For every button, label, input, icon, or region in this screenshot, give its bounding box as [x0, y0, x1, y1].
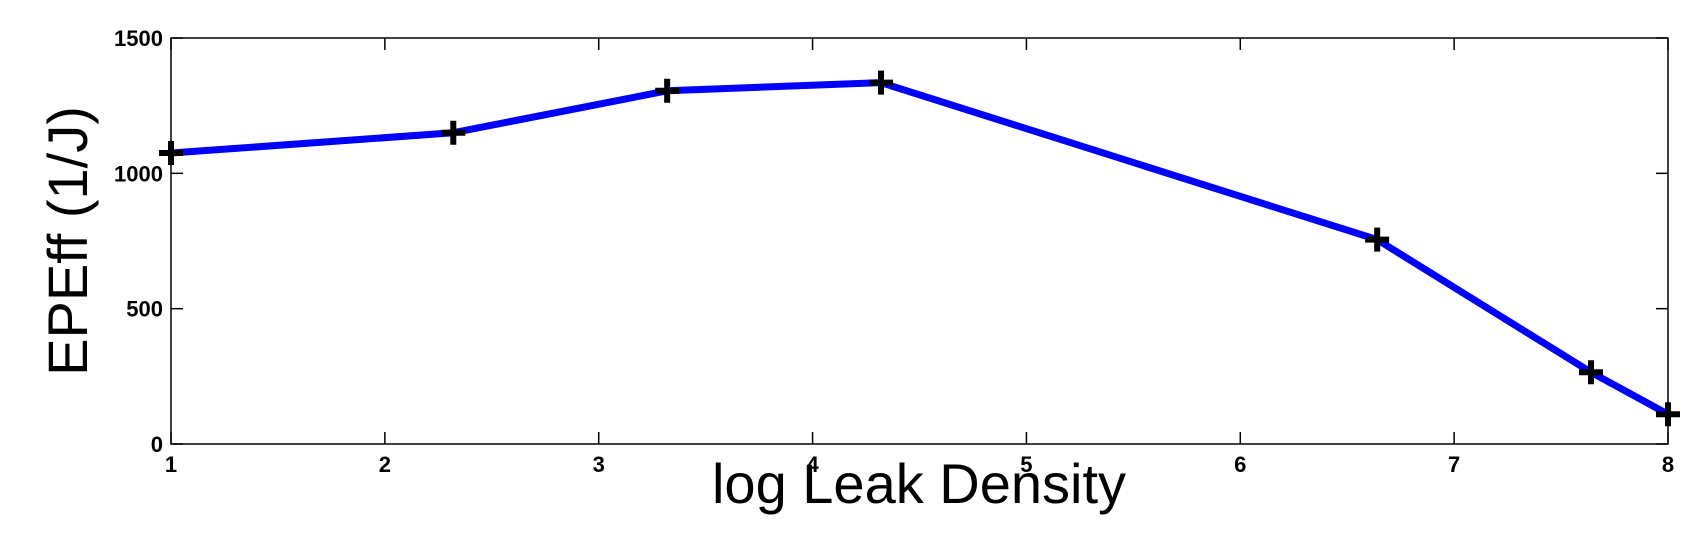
data-point: [159, 141, 183, 166]
x-tick-label: 7: [1448, 452, 1460, 477]
data-point: [1365, 227, 1390, 252]
y-tick-label: 0: [151, 432, 163, 457]
x-tick-label: 2: [379, 452, 391, 477]
data-point: [1579, 360, 1604, 385]
data-point: [869, 70, 894, 95]
x-axis-label: log Leak Density: [712, 452, 1126, 515]
y-tick-label: 500: [126, 297, 163, 322]
data-point: [441, 120, 466, 145]
data-point: [1656, 402, 1680, 427]
x-tick-label: 3: [593, 452, 605, 477]
x-tick-label: 1: [165, 452, 177, 477]
data-point: [655, 78, 680, 103]
x-tick-label: 6: [1234, 452, 1246, 477]
y-tick-label: 1500: [114, 26, 163, 51]
x-tick-label: 5: [1020, 452, 1032, 477]
y-tick-label: 1000: [114, 161, 163, 186]
plot-area: [170, 37, 1669, 445]
x-tick-label: 8: [1662, 452, 1674, 477]
y-axis-label: EPEff (1/J): [36, 106, 99, 376]
x-tick-label: 4: [806, 452, 819, 477]
